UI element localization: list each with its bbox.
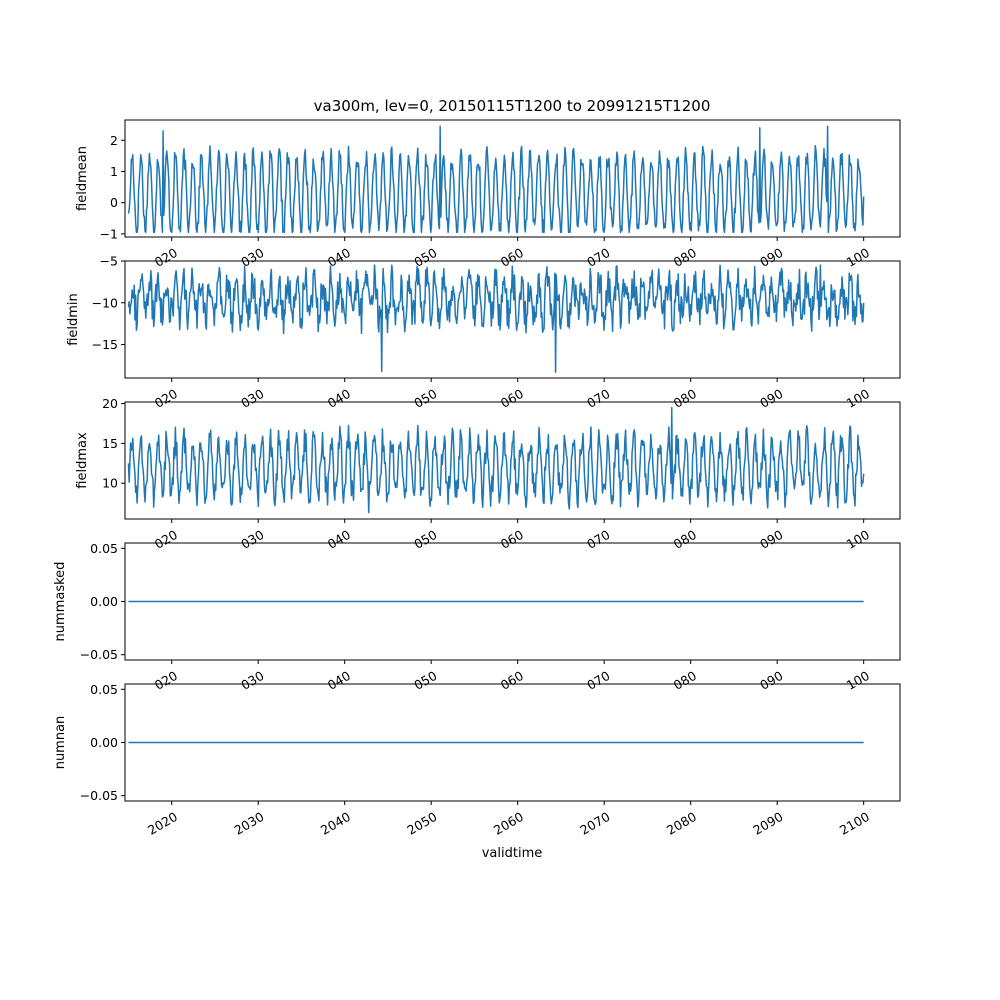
y-tick-label: −15	[92, 337, 118, 352]
y-tick-label: 10	[102, 476, 118, 491]
x-tick-label: 2020	[145, 809, 180, 838]
x-tick-label: 040	[325, 245, 353, 270]
x-tick-label: 090	[757, 668, 785, 693]
y-tick-label: 0.00	[90, 594, 118, 609]
y-axis-label: fieldmean	[75, 146, 90, 211]
x-tick-label: 2060	[491, 809, 526, 838]
x-tick-label: 2050	[404, 809, 439, 838]
x-tick-label: 050	[411, 527, 439, 552]
series-line-fieldmax	[127, 406, 865, 514]
x-tick-label: 060	[498, 386, 526, 411]
x-tick-label: 080	[671, 245, 699, 270]
x-tick-label: 020	[152, 527, 180, 552]
x-tick-label: 030	[238, 386, 266, 411]
x-tick-label: 100	[844, 386, 872, 411]
x-tick-label: 030	[238, 245, 266, 270]
x-tick-label: 2100	[837, 809, 872, 838]
x-tick-label: 040	[325, 527, 353, 552]
x-tick-label: 040	[325, 386, 353, 411]
y-tick-label: 0.05	[90, 541, 118, 556]
y-tick-label: −0.05	[80, 788, 118, 803]
y-axis-label: nummasked	[53, 562, 68, 642]
x-tick-label: 090	[757, 527, 785, 552]
y-tick-label: −5	[100, 254, 118, 269]
subplot-fieldmin: −15 −10 −5 fieldmin 020 030 040 050 060 070 080 090…	[66, 254, 901, 411]
series-line-fieldmin	[127, 264, 865, 373]
x-tick-label: 030	[238, 668, 266, 693]
x-tick-label: 100	[844, 245, 872, 270]
x-tick-label: 050	[411, 245, 439, 270]
y-tick-label: 0.05	[90, 682, 118, 697]
x-tick-label: 060	[498, 668, 526, 693]
axes-frame	[124, 260, 901, 379]
x-tick-label: 080	[671, 668, 699, 693]
series-line-fieldmean	[127, 125, 865, 234]
subplot-nummasked: −0.05 0.00 0.05 nummasked 020 030 040 050 060 070…	[53, 541, 901, 693]
x-tick-label: 080	[671, 527, 699, 552]
y-tick-label: 20	[102, 396, 118, 411]
x-tick-label: 100	[844, 668, 872, 693]
y-tick-label: −0.05	[80, 647, 118, 662]
x-tick-label: 070	[584, 245, 612, 270]
y-tick-label: −1	[100, 226, 118, 241]
x-tick-label: 060	[498, 527, 526, 552]
subplot-numnan: −0.05 0.00 0.05 numnan 2020 2030 2040 2050 2060 2…	[53, 682, 901, 838]
x-tick-label: 070	[584, 527, 612, 552]
axes-frame	[124, 119, 901, 238]
y-axis-label: fieldmax	[75, 432, 90, 489]
y-tick-label: 1	[110, 164, 118, 179]
figure-title: va300m, lev=0, 20150115T1200 to 20991215…	[314, 97, 711, 115]
y-tick-label: 2	[110, 133, 118, 148]
x-tick-label: 080	[671, 386, 699, 411]
x-tick-label: 020	[152, 386, 180, 411]
x-tick-label: 050	[411, 386, 439, 411]
x-tick-label: 2040	[318, 809, 353, 838]
y-tick-label: 0.00	[90, 735, 118, 750]
y-tick-label: −10	[92, 295, 118, 310]
x-tick-label: 2030	[231, 809, 266, 838]
x-tick-label: 090	[757, 386, 785, 411]
axes-frame	[124, 401, 901, 520]
x-tick-label: 2070	[577, 809, 612, 838]
x-tick-label: 070	[584, 668, 612, 693]
x-tick-label: 2080	[664, 809, 699, 838]
x-tick-label: 090	[757, 245, 785, 270]
x-tick-label: 030	[238, 527, 266, 552]
x-tick-label: 020	[152, 668, 180, 693]
subplot-fieldmax: 10 15 20 fieldmax 020 030 040 050 060 070 080 090 10…	[75, 396, 901, 552]
x-tick-label: 040	[325, 668, 353, 693]
x-tick-label: 020	[152, 245, 180, 270]
x-tick-label: 100	[844, 527, 872, 552]
y-tick-label: 15	[102, 436, 118, 451]
x-tick-label: 2090	[750, 809, 785, 838]
x-tick-label: 070	[584, 386, 612, 411]
x-tick-label: 050	[411, 668, 439, 693]
x-axis-label: validtime	[482, 846, 543, 861]
y-axis-label: numnan	[53, 716, 68, 770]
y-axis-label: fieldmin	[66, 293, 81, 346]
y-tick-label: 0	[110, 195, 118, 210]
